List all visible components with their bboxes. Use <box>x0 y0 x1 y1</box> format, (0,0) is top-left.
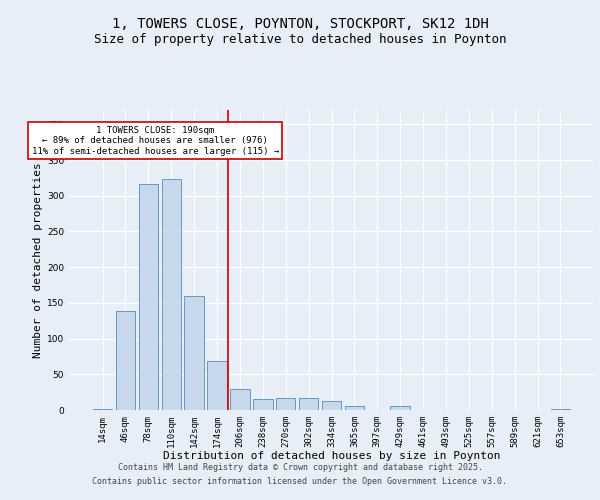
Bar <box>276 398 295 410</box>
X-axis label: Distribution of detached houses by size in Poynton: Distribution of detached houses by size … <box>163 452 500 462</box>
Bar <box>391 406 410 410</box>
Bar <box>322 400 341 410</box>
Bar <box>299 398 319 410</box>
Text: 1 TOWERS CLOSE: 190sqm
← 89% of detached houses are smaller (976)
11% of semi-de: 1 TOWERS CLOSE: 190sqm ← 89% of detached… <box>32 126 279 156</box>
Bar <box>344 406 364 410</box>
Bar <box>208 362 227 410</box>
Text: 1, TOWERS CLOSE, POYNTON, STOCKPORT, SK12 1DH: 1, TOWERS CLOSE, POYNTON, STOCKPORT, SK1… <box>112 18 488 32</box>
Bar <box>253 400 272 410</box>
Text: Size of property relative to detached houses in Poynton: Size of property relative to detached ho… <box>94 32 506 46</box>
Bar <box>139 184 158 410</box>
Y-axis label: Number of detached properties: Number of detached properties <box>33 162 43 358</box>
Text: Contains public sector information licensed under the Open Government Licence v3: Contains public sector information licen… <box>92 478 508 486</box>
Bar <box>161 180 181 410</box>
Bar <box>230 388 250 410</box>
Bar <box>184 296 204 410</box>
Text: Contains HM Land Registry data © Crown copyright and database right 2025.: Contains HM Land Registry data © Crown c… <box>118 462 482 471</box>
Bar <box>93 408 112 410</box>
Bar <box>116 310 135 410</box>
